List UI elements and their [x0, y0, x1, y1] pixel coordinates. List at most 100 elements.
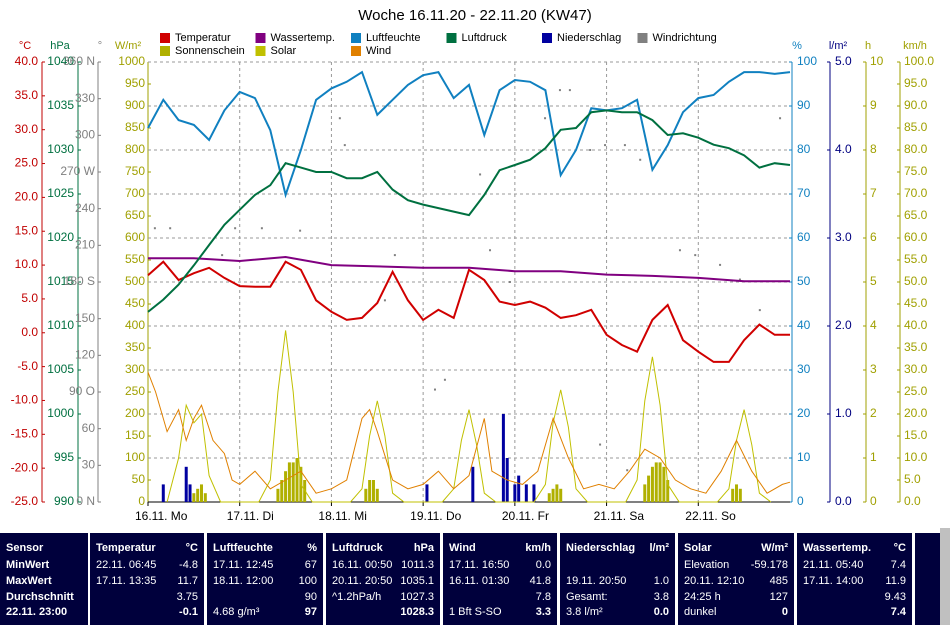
y-tick-label: 20: [797, 406, 811, 420]
y-tick-label: 2.0: [835, 318, 852, 332]
legend-swatch: [351, 46, 361, 56]
bar: [287, 462, 291, 502]
table-cell-label: 22.11. 23:00: [6, 606, 67, 618]
dot: [443, 378, 446, 381]
dot: [260, 227, 263, 230]
y-tick-label: 9: [870, 98, 877, 112]
table-unit: l/m²: [649, 542, 669, 554]
y-tick-label: 15.0: [904, 428, 928, 442]
table-panel: [443, 533, 557, 625]
line: [147, 70, 791, 199]
bar: [471, 466, 475, 502]
table-header: Sensor: [6, 542, 44, 554]
y-tick-label: 750: [125, 164, 145, 178]
table-cell-label: 1 Bft S-SO: [449, 606, 502, 618]
y-tick-label: 1025: [47, 186, 74, 200]
table-unit: %: [307, 542, 317, 554]
table-cell-label: 16.11. 00:50: [332, 559, 392, 571]
table-unit: °C: [186, 542, 198, 554]
y-tick-label: 70: [797, 186, 811, 200]
table-cell-value: 90: [305, 591, 317, 603]
bar: [375, 488, 379, 502]
table-cell-label: 22.11. 06:45: [96, 559, 156, 571]
y-tick-label: 35.0: [904, 340, 928, 354]
line: [166, 330, 772, 503]
table-header: Temperatur: [96, 542, 156, 554]
y-tick-label: 30.0: [15, 122, 39, 136]
y-tick-label: 995: [54, 450, 74, 464]
table-cell-label: dunkel: [684, 606, 716, 618]
table-header: Wassertemp.: [803, 542, 871, 554]
bar: [547, 493, 551, 502]
y-tick-label: 0 N: [76, 494, 95, 508]
table-header: Wind: [449, 542, 476, 554]
line: [147, 372, 791, 494]
y-tick-label: 100.0: [904, 54, 934, 68]
legend-label: Luftdruck: [462, 32, 508, 44]
dot: [694, 254, 697, 257]
y-tick-label: 300: [75, 128, 95, 142]
table-cell-label: 20.11. 12:10: [684, 575, 744, 587]
line: [148, 255, 790, 283]
x-tick-label: 20.11. Fr: [502, 509, 549, 523]
y-tick-label: 0: [870, 494, 877, 508]
table-cell-value: 127: [770, 591, 788, 603]
y-tick-label: 90.0: [904, 98, 928, 112]
dot: [153, 227, 156, 230]
table-cell-label: ^1.2hPa/h: [332, 591, 381, 603]
dot: [169, 227, 172, 230]
y-tick-label: 200: [125, 406, 145, 420]
dot: [234, 227, 237, 230]
bar: [731, 488, 735, 502]
bar: [735, 484, 738, 502]
y-tick-label: 80.0: [904, 142, 928, 156]
y-tick-label: 1005: [47, 362, 74, 376]
y-tick-label: 100: [125, 450, 145, 464]
table-cell-value: 11.7: [177, 575, 198, 587]
dot: [558, 89, 561, 92]
y-tick-label: 600: [125, 230, 145, 244]
y-tick-label: 60: [82, 421, 96, 435]
y-tick-label: 20.0: [904, 406, 928, 420]
axis-unit: km/h: [903, 40, 927, 52]
legend-swatch: [351, 33, 361, 43]
table-cell-value: -4.8: [179, 559, 198, 571]
legend-label: Temperatur: [175, 32, 231, 44]
y-tick-label: 250: [125, 384, 145, 398]
dot: [393, 254, 396, 257]
table-cell-value: 1027.3: [400, 591, 434, 603]
y-tick-label: 4: [870, 318, 877, 332]
legend-swatch: [160, 46, 170, 56]
table-cell-value: 1.0: [654, 575, 669, 587]
bar: [280, 480, 284, 502]
bar: [532, 484, 536, 502]
y-tick-label: 1020: [47, 230, 74, 244]
y-tick-label: 120: [75, 348, 95, 362]
y-tick-label: 150: [125, 428, 145, 442]
table-cell-value: 11.9: [885, 575, 906, 587]
dot: [544, 117, 547, 120]
y-tick-label: 50: [132, 472, 146, 486]
y-tick-label: 65.0: [904, 208, 928, 222]
dot: [758, 309, 761, 312]
y-tick-label: 70.0: [904, 186, 928, 200]
bar: [643, 484, 647, 502]
y-tick-label: 60.0: [904, 230, 928, 244]
y-tick-label: 10.0: [904, 450, 928, 464]
dot: [221, 254, 224, 257]
y-tick-label: 1010: [47, 318, 74, 332]
table-cell-label: 18.11. 12:00: [213, 575, 273, 587]
table-unit: km/h: [525, 542, 551, 554]
bar: [738, 488, 742, 502]
table-cell-value: -0.1: [179, 606, 198, 618]
table-panel: [560, 533, 675, 625]
bar: [295, 458, 299, 502]
y-tick-label: 0: [138, 494, 145, 508]
table-unit: hPa: [414, 542, 435, 554]
table-cell-value: 9.43: [885, 591, 906, 603]
y-tick-label: 10: [870, 54, 884, 68]
dot: [779, 117, 782, 120]
y-tick-label: 330: [75, 91, 95, 105]
legend-label: Luftfeuchte: [366, 32, 420, 44]
